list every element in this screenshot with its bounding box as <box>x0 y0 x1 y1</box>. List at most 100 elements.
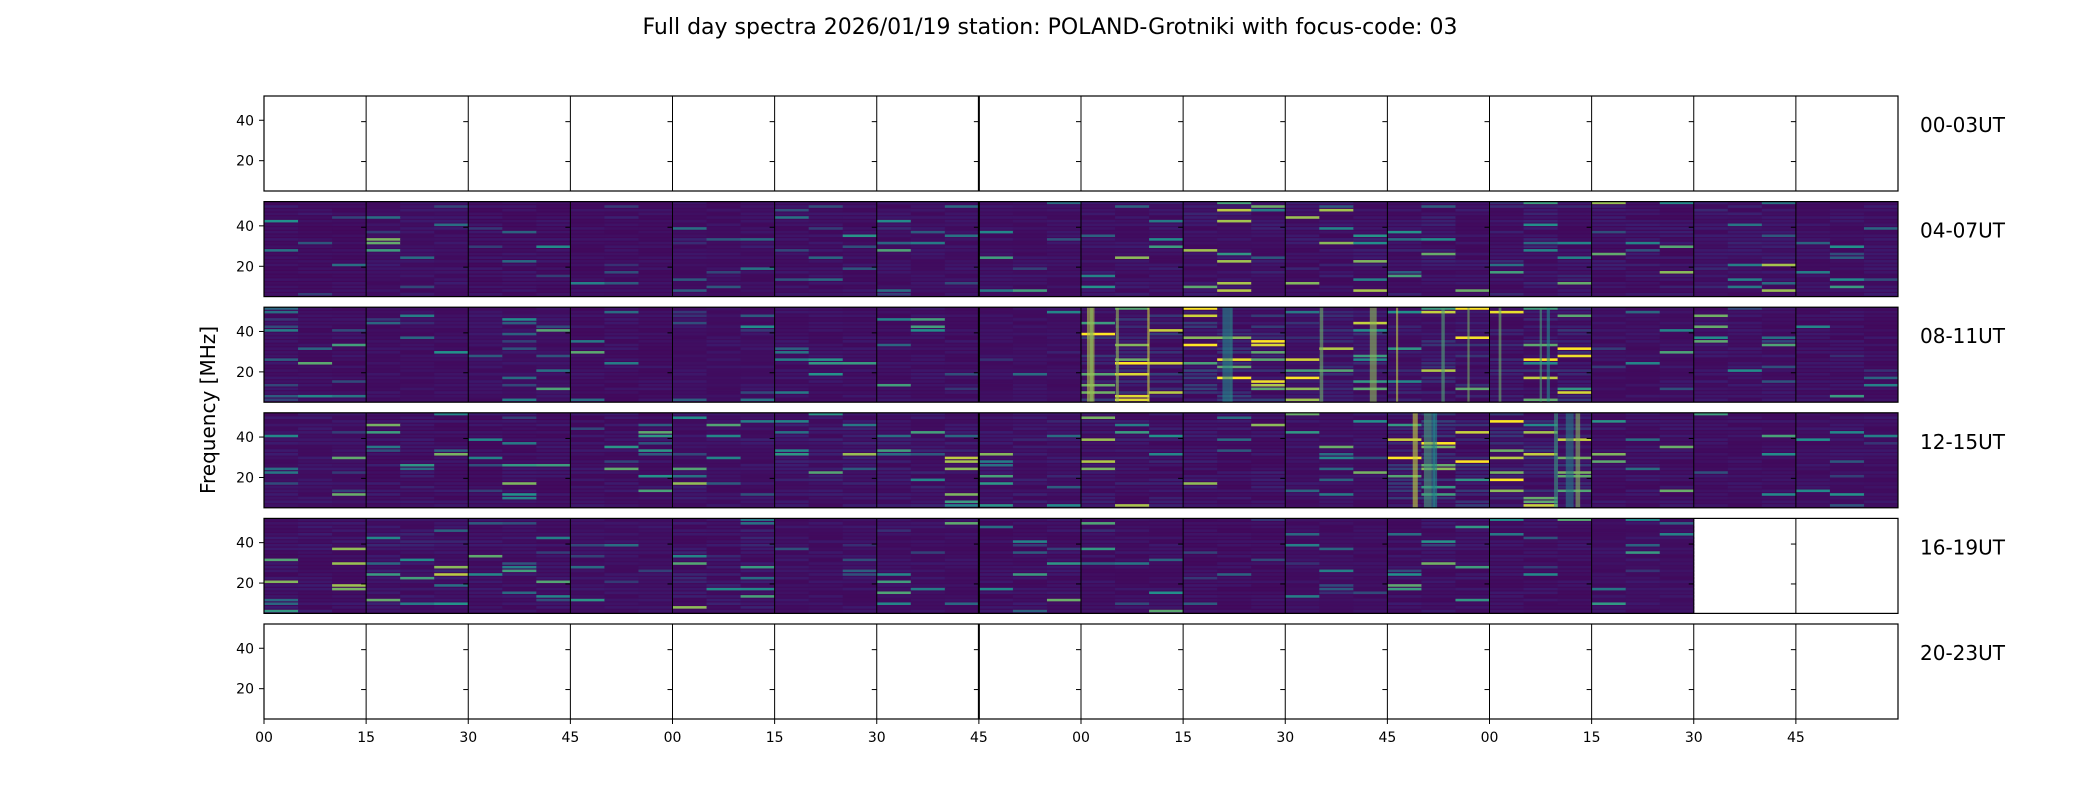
spectrum-band <box>332 285 367 289</box>
spectrum-band <box>842 380 878 383</box>
spectrum-band <box>1183 529 1218 532</box>
spectrum-band <box>264 238 299 241</box>
spectrum-band <box>332 369 367 372</box>
spectrum-band <box>1591 416 1627 420</box>
spectrum-band <box>1012 554 1048 558</box>
spectrum-band <box>1319 442 1354 445</box>
spectrum-band <box>570 573 605 576</box>
spectrum-panel <box>978 307 1082 403</box>
spectrum-band <box>638 376 673 380</box>
spectrum-band <box>1387 369 1422 372</box>
spectrum-band <box>910 420 946 423</box>
spectrum-band <box>808 460 844 463</box>
spectrum-band <box>1795 249 1831 252</box>
spectrum-band <box>1285 609 1320 613</box>
spectrum-band <box>842 434 878 438</box>
spectrum-band <box>536 434 571 438</box>
spectrum-band <box>1455 467 1490 471</box>
spectrum-band <box>1659 219 1695 223</box>
spectrum-band <box>1149 201 1184 205</box>
spectrum-band <box>1183 292 1218 296</box>
spectrum-band <box>944 438 980 441</box>
spectrum-band <box>876 591 912 595</box>
spectrum-band <box>1081 551 1116 554</box>
spectrum-band <box>1046 347 1082 350</box>
spectrum-band <box>332 340 367 343</box>
spectrum-band <box>264 219 299 223</box>
spectrum-band <box>1761 310 1797 314</box>
spectrum-band <box>1251 482 1286 485</box>
spectrum-band <box>1251 434 1286 438</box>
spectrum-band <box>1387 318 1422 321</box>
spectrum-band <box>1353 227 1388 230</box>
spectrum-band <box>1489 325 1525 329</box>
spectrum-band <box>1149 434 1184 438</box>
spectrum-band <box>1659 354 1695 358</box>
spectrum-band <box>570 547 605 551</box>
spectrum-band <box>536 591 571 595</box>
spectrum-band <box>978 369 1014 372</box>
spectrum-band <box>264 485 299 489</box>
spectrum-band <box>1795 216 1831 219</box>
spectrum-band <box>808 227 844 230</box>
spectrum-band <box>468 230 503 234</box>
spectrum-band <box>468 278 503 281</box>
spectrum-band <box>842 234 878 238</box>
spectrum-band <box>298 569 333 573</box>
spectrum-band <box>1387 547 1422 551</box>
spectrum-band <box>1761 289 1797 292</box>
spectrum-band <box>1387 518 1422 521</box>
spectrum-band <box>264 278 299 281</box>
spectrum-band <box>1693 205 1729 208</box>
spectrum-band <box>1727 238 1763 241</box>
spectrum-band <box>638 606 673 609</box>
spectrum-band <box>332 565 367 569</box>
spectrum-band <box>1591 456 1627 460</box>
spectrum-band <box>1046 562 1082 565</box>
spectrum-band <box>1421 536 1456 540</box>
spectrum-band <box>1217 227 1252 230</box>
spectrum-band <box>298 285 333 289</box>
spectrum-band <box>332 332 367 336</box>
spectrum-band <box>876 456 912 460</box>
spectrum-band <box>876 310 912 314</box>
spectrum-band <box>1557 314 1593 318</box>
spectrum-band <box>808 332 844 336</box>
spectrum-band <box>706 427 742 430</box>
spectrum-band <box>910 416 946 420</box>
spectrum-band <box>1115 314 1150 318</box>
spectrum-band <box>1455 281 1490 285</box>
spectrum-band <box>1319 365 1354 369</box>
spectrum-band <box>400 416 435 420</box>
spectrum-band <box>638 423 673 427</box>
spectrum-band <box>842 292 878 296</box>
spectrum-panel <box>1693 201 1797 297</box>
spectrum-band <box>808 271 844 274</box>
spectrum-band <box>638 332 673 336</box>
spectrum-band <box>638 529 673 532</box>
spectrum-band <box>876 212 912 216</box>
spectrum-band <box>1012 256 1048 259</box>
spectrum-panel <box>978 201 1082 297</box>
spectrum-band <box>1659 398 1695 402</box>
spectrum-band <box>1319 587 1354 591</box>
spectrum-band <box>1557 227 1593 230</box>
spectrum-band <box>1387 271 1422 274</box>
spectrum-band <box>1761 340 1797 343</box>
spectrum-band <box>434 347 469 350</box>
spectrum-band <box>876 525 912 529</box>
spectrum-band <box>706 391 742 394</box>
spectrum-band <box>876 398 912 402</box>
spectrum-band <box>1557 369 1593 372</box>
spectrum-band <box>1081 212 1116 216</box>
spectrum-band <box>1591 238 1627 241</box>
spectrum-band <box>1795 260 1831 263</box>
spectrum-band <box>1183 263 1218 267</box>
spectrum-band <box>1183 576 1218 580</box>
spectrum-band <box>332 587 367 591</box>
spectrum-band <box>672 310 708 314</box>
spectrum-band <box>1455 493 1490 496</box>
spectrum-band <box>1421 478 1456 482</box>
spectrum-band <box>1251 416 1286 420</box>
spectrum-band <box>1353 434 1388 438</box>
